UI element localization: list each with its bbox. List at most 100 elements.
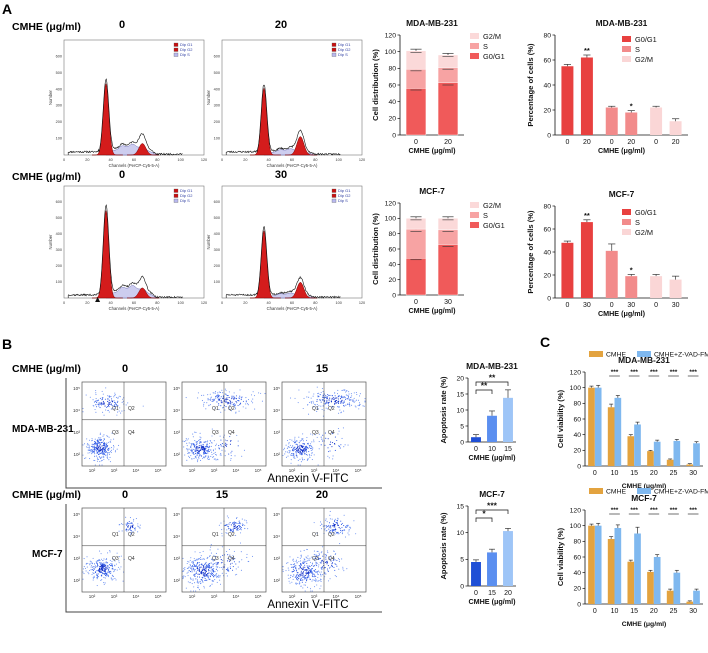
scatter-dot bbox=[205, 450, 207, 452]
scatter-dot bbox=[212, 570, 214, 572]
scatter-dot bbox=[197, 397, 199, 399]
significance-marker: *** bbox=[689, 507, 697, 514]
scatter-dot bbox=[203, 565, 205, 567]
scatter-dot bbox=[301, 445, 303, 447]
scatter-dot bbox=[103, 403, 105, 405]
bar-cmhe-zvad bbox=[634, 533, 641, 604]
scatter-dot bbox=[219, 397, 221, 399]
y-tick-label: 0 bbox=[547, 132, 551, 139]
legend-swatch bbox=[622, 36, 631, 42]
scatter-dot bbox=[112, 567, 114, 569]
scatter-dot bbox=[232, 554, 234, 557]
scatter-dot bbox=[313, 574, 316, 576]
scatter-dot bbox=[209, 576, 212, 578]
scatter-dot bbox=[330, 532, 332, 534]
scatter-dot bbox=[300, 579, 302, 582]
scatter-dot bbox=[231, 562, 233, 564]
scatter-dot bbox=[306, 445, 308, 447]
scatter-dot bbox=[315, 555, 317, 558]
scatter-dot bbox=[319, 524, 321, 527]
scatter-dot bbox=[335, 576, 337, 578]
scatter-dot bbox=[198, 558, 200, 560]
scatter-dot bbox=[209, 555, 211, 557]
scatter-dot bbox=[190, 455, 192, 457]
scatter-dot bbox=[93, 575, 95, 577]
scatter-dot bbox=[351, 395, 353, 397]
histogram-y-caption: Number bbox=[48, 89, 53, 104]
scatter-dot bbox=[96, 445, 98, 447]
scatter-dot bbox=[309, 457, 311, 459]
scatter-dot bbox=[105, 561, 107, 563]
legend-swatch bbox=[470, 33, 479, 39]
scatter-dot bbox=[90, 562, 92, 564]
scatter-dot bbox=[201, 570, 203, 572]
significance-marker: * bbox=[630, 102, 633, 111]
scatter-dot bbox=[309, 557, 311, 559]
scatter-dot bbox=[296, 579, 298, 581]
bar-g2m bbox=[650, 276, 663, 298]
scatter-dot bbox=[320, 401, 322, 403]
scatter-dot bbox=[105, 566, 107, 568]
bar-cmhe bbox=[686, 601, 694, 604]
scatter-dot bbox=[195, 453, 197, 455]
scatter-dot bbox=[358, 408, 360, 410]
scatter-dot bbox=[338, 568, 340, 570]
scatter-dot bbox=[317, 464, 319, 466]
scatter-dot bbox=[292, 568, 294, 570]
scatter-dot bbox=[347, 395, 349, 397]
scatter-dot bbox=[100, 571, 102, 573]
bar-apoptosis bbox=[503, 531, 513, 586]
scatter-dot bbox=[326, 563, 328, 565]
scatter-dot bbox=[96, 578, 98, 580]
scatter-dot bbox=[334, 530, 336, 532]
scatter-dot bbox=[103, 458, 105, 460]
scatter-dot bbox=[234, 455, 236, 457]
scatter-dot bbox=[217, 399, 220, 401]
bar-cmhe bbox=[627, 561, 635, 604]
scatter-dot bbox=[92, 451, 95, 453]
scatter-dot bbox=[234, 407, 236, 409]
scatter-dot bbox=[186, 442, 188, 444]
scatter-dot bbox=[99, 439, 101, 441]
scatter-dot bbox=[331, 565, 333, 567]
legend-label: G2/M bbox=[483, 32, 501, 41]
scatter-dot bbox=[306, 446, 308, 449]
scatter-dot bbox=[101, 564, 103, 567]
scatter-dot bbox=[119, 407, 121, 409]
scatter-dot bbox=[111, 563, 113, 565]
scatter-xtick-label: 10² bbox=[289, 468, 296, 473]
scatter-dot bbox=[313, 550, 315, 552]
scatter-dot bbox=[300, 560, 302, 562]
scatter-dot bbox=[321, 566, 323, 568]
scatter-dot bbox=[234, 558, 236, 560]
quadrant-label: Q1 bbox=[212, 406, 219, 412]
scatter-dot bbox=[103, 576, 105, 579]
scatter-dot bbox=[325, 396, 327, 398]
scatter-dot bbox=[283, 449, 285, 451]
scatter-dot bbox=[218, 524, 220, 526]
scatter-dot bbox=[198, 457, 200, 459]
scatter-dot bbox=[321, 438, 323, 440]
scatter-dot bbox=[240, 527, 242, 529]
scatter-dot bbox=[88, 444, 90, 446]
scatter-dot bbox=[300, 445, 302, 447]
scatter-dot bbox=[303, 445, 305, 447]
scatter-dot bbox=[285, 570, 287, 572]
scatter-dot bbox=[311, 564, 313, 567]
scatter-dot bbox=[214, 555, 217, 557]
scatter-dot bbox=[339, 398, 342, 400]
scatter-dot bbox=[335, 397, 337, 399]
histogram-legend-label: Dip S bbox=[338, 52, 348, 57]
scatter-dot bbox=[333, 556, 335, 559]
scatter-dot bbox=[331, 525, 334, 527]
scatter-dot bbox=[240, 397, 242, 399]
scatter-dot bbox=[120, 555, 122, 557]
scatter-dot bbox=[288, 443, 290, 445]
bar-cmhe-zvad bbox=[673, 440, 681, 466]
scatter-dot bbox=[238, 520, 240, 522]
scatter-dot bbox=[358, 402, 361, 404]
scatter-dot bbox=[94, 453, 96, 455]
scatter-dot bbox=[210, 449, 212, 451]
scatter-dot bbox=[198, 439, 200, 442]
histogram-g2-peak bbox=[126, 287, 160, 299]
